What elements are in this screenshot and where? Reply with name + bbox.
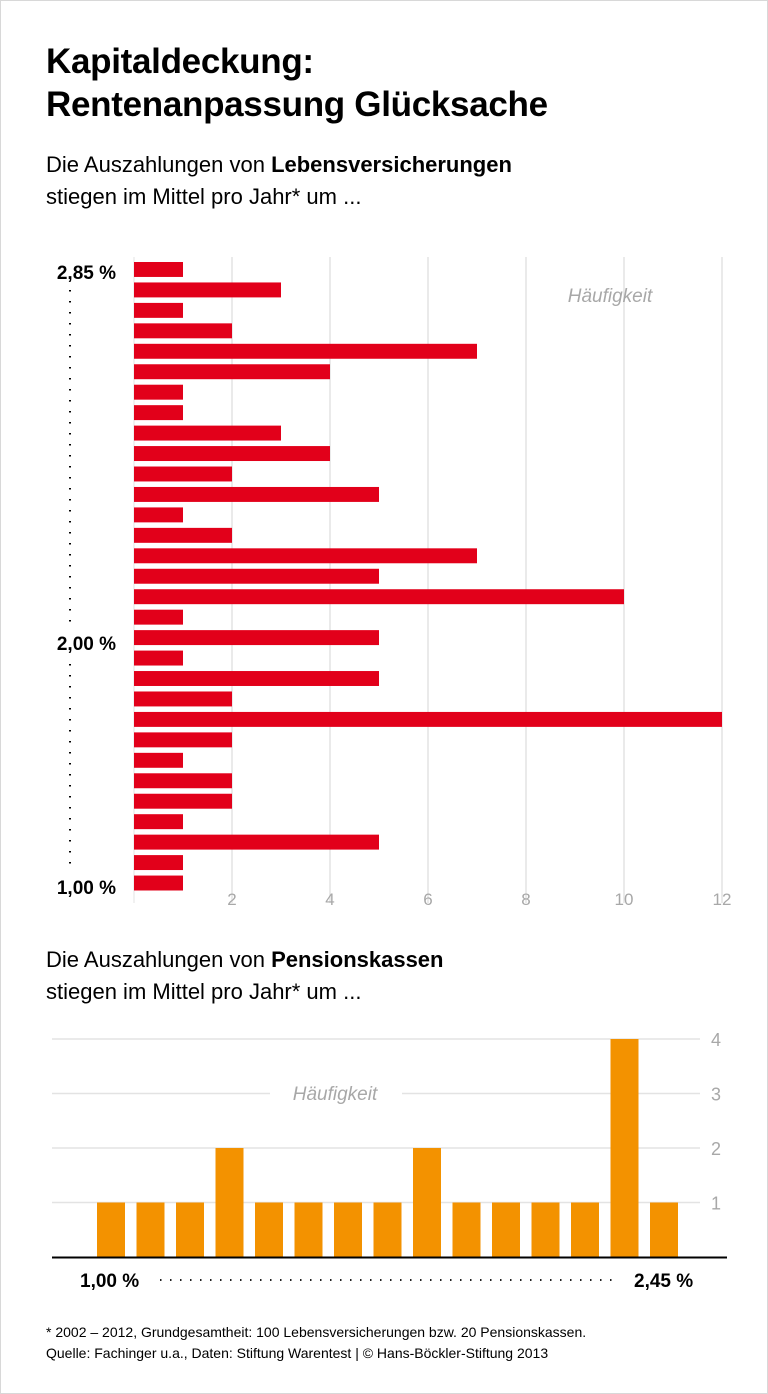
- subtitle-line-2: stiegen im Mittel pro Jahr* um ...: [46, 979, 362, 1004]
- bar: [134, 671, 379, 686]
- bar: [134, 405, 183, 421]
- bar: [492, 1202, 520, 1257]
- category-label-left: 1,00 %: [80, 1271, 139, 1292]
- bar: [134, 568, 379, 584]
- bar: [134, 732, 232, 748]
- bar: [373, 1202, 402, 1257]
- x-tick-label: 4: [325, 890, 334, 909]
- subtitle-text: Die Auszahlungen von: [46, 947, 272, 972]
- page-title: Kapitaldeckung: Rentenanpassung Glücksac…: [46, 40, 548, 126]
- title-line-1: Kapitaldeckung:: [46, 42, 314, 81]
- bar: [571, 1202, 599, 1257]
- bar: [255, 1202, 283, 1257]
- bar: [134, 262, 183, 277]
- y-tick-label: 1: [711, 1194, 721, 1214]
- bar: [134, 384, 183, 400]
- category-label-right: 2,45 %: [634, 1271, 693, 1292]
- bar: [134, 425, 281, 441]
- bar: [134, 527, 232, 543]
- bar: [97, 1202, 125, 1257]
- bar: [134, 650, 183, 666]
- bar: [413, 1148, 441, 1257]
- bar: [134, 343, 477, 359]
- bar: [134, 507, 183, 523]
- x-tick-label: 10: [615, 890, 634, 909]
- bar: [136, 1202, 165, 1257]
- bar: [134, 855, 183, 871]
- bar: [134, 793, 232, 809]
- category-label-middle: 2,00 %: [57, 634, 116, 655]
- subtitle-text: Die Auszahlungen von: [46, 152, 272, 177]
- bar: [134, 466, 232, 482]
- bar: [134, 630, 379, 646]
- footnote: * 2002 – 2012, Grundgesamtheit: 100 Lebe…: [46, 1322, 586, 1364]
- x-tick-label: 12: [713, 890, 732, 909]
- x-tick-label: 6: [423, 890, 432, 909]
- bar: [134, 752, 183, 768]
- y-tick-label: 4: [711, 1030, 721, 1050]
- bar: [134, 814, 183, 830]
- axis-label-haeufigkeit: Häufigkeit: [568, 286, 653, 307]
- category-label-bottom: 1,00 %: [57, 878, 116, 899]
- bar: [134, 282, 281, 298]
- bar: [334, 1202, 362, 1257]
- subtitle-lebensversicherungen: Die Auszahlungen von Lebensversicherunge…: [46, 149, 512, 213]
- x-tick-label: 2: [227, 890, 236, 909]
- bar: [134, 773, 232, 789]
- bar: [650, 1202, 678, 1257]
- bar: [134, 875, 183, 891]
- bar: [134, 711, 722, 727]
- bar: [215, 1148, 244, 1257]
- bar: [134, 446, 330, 462]
- bar: [134, 834, 379, 850]
- bar: [134, 323, 232, 339]
- bar: [134, 609, 183, 625]
- x-tick-label: 8: [521, 890, 530, 909]
- subtitle-line-2: stiegen im Mittel pro Jahr* um ...: [46, 184, 362, 209]
- category-label-top: 2,85 %: [57, 263, 116, 284]
- y-tick-label: 3: [711, 1085, 721, 1105]
- bar: [134, 302, 183, 318]
- title-line-2: Rentenanpassung Glücksache: [46, 85, 548, 124]
- subtitle-bold: Pensionskassen: [271, 947, 444, 972]
- y-tick-label: 2: [711, 1139, 721, 1159]
- bar: [531, 1202, 560, 1257]
- footnote-line-2: Quelle: Fachinger u.a., Daten: Stiftung …: [46, 1345, 549, 1361]
- bar: [452, 1202, 481, 1257]
- footnote-line-1: * 2002 – 2012, Grundgesamtheit: 100 Lebe…: [46, 1324, 587, 1340]
- bar: [134, 589, 624, 605]
- subtitle-bold: Lebensversicherungen: [271, 152, 512, 177]
- bar: [134, 364, 330, 380]
- axis-label-haeufigkeit: Häufigkeit: [293, 1084, 378, 1105]
- bar: [610, 1039, 639, 1257]
- bar: [134, 691, 232, 707]
- bar: [134, 486, 379, 502]
- bar: [134, 548, 477, 564]
- bar: [176, 1202, 204, 1257]
- subtitle-pensionskassen: Die Auszahlungen von Pensionskassen stie…: [46, 944, 444, 1008]
- bar: [294, 1202, 323, 1257]
